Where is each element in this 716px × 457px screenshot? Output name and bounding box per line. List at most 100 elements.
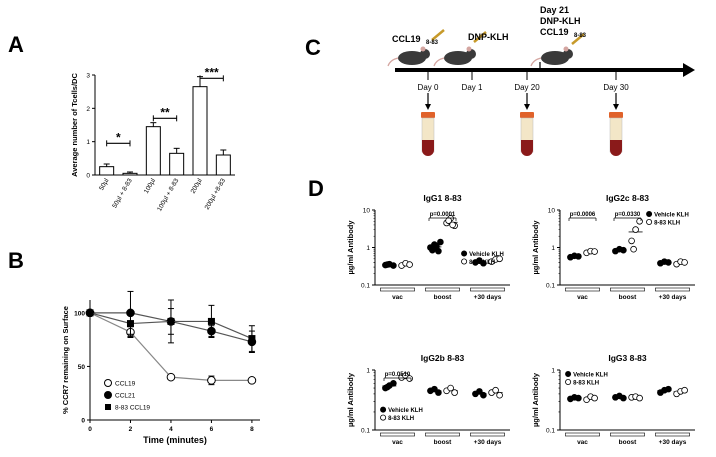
point — [247, 376, 257, 385]
group-bracket — [425, 432, 460, 437]
group-bracket — [610, 287, 645, 292]
data-point — [492, 386, 499, 394]
label-day21-sub: 8-83 — [574, 33, 587, 39]
y-tick-label: 1 — [366, 245, 370, 252]
y-tick-label: 10 — [548, 208, 556, 215]
x-tick-label: 100µl — [143, 177, 157, 195]
legend-label: 8-83 KLH — [388, 416, 414, 422]
data-point — [390, 380, 397, 387]
y-tick-label: 100 — [74, 310, 85, 317]
mouse-head — [563, 49, 573, 59]
y-tick-label: 1 — [366, 368, 370, 375]
x-tick-label: 200µl — [190, 177, 204, 195]
syringe — [473, 31, 487, 43]
legend-label: 8-83 KLH — [654, 220, 680, 226]
legend-marker — [380, 414, 387, 421]
panel-label-c: C — [305, 35, 321, 60]
mouse-head — [420, 49, 430, 59]
tube-blood — [610, 140, 622, 156]
legend-marker — [380, 406, 387, 413]
x-tick-label: boost — [619, 294, 638, 301]
chart-d-igg1: IgG1 8-83 0.1 1 10 µg/ml Antibody vac boost +30… — [346, 193, 510, 301]
mouse-tail — [433, 57, 445, 67]
data-point — [681, 259, 688, 266]
x-tick-label: 50µl — [98, 177, 111, 192]
data-point — [433, 243, 440, 251]
legend-marker — [105, 404, 111, 410]
data-point — [480, 391, 487, 399]
mouse-body — [398, 51, 426, 65]
data-point — [630, 245, 637, 253]
data-point — [447, 384, 454, 392]
x-tick-label: vac — [577, 439, 588, 446]
sig-stars: *** — [205, 65, 219, 79]
y-tick-label: 1 — [86, 139, 90, 146]
x-tick-label: 200µl +8-83 — [204, 177, 228, 211]
tube-cap — [609, 112, 623, 118]
legend-marker — [104, 391, 112, 399]
x-tick-label: vac — [392, 439, 403, 446]
data-point — [665, 385, 672, 393]
x-tick-label: 8 — [250, 426, 254, 433]
group-bracket — [655, 287, 690, 292]
point — [167, 317, 175, 325]
legend-marker — [646, 218, 653, 225]
y-tick-label: 1 — [551, 368, 555, 375]
legend-label: Vehicle KLH — [469, 252, 504, 258]
mouse-ear — [466, 46, 472, 52]
day-label: Day 0 — [418, 83, 439, 92]
point — [248, 335, 256, 343]
pvalue-label: p=0.0001 — [430, 212, 456, 218]
label-day21: Day 21 — [540, 5, 569, 15]
data-point — [636, 394, 643, 402]
y-tick-label: 0.1 — [546, 428, 555, 435]
point — [126, 320, 134, 328]
syringe — [571, 33, 585, 45]
group-bracket — [565, 432, 600, 437]
group-bracket — [655, 432, 690, 437]
data-point — [636, 217, 643, 225]
chart-b: 0 50 100 0 2 4 6 8 Time (minutes) % CCR7 remainin… — [61, 290, 260, 445]
x-tick-label: +30 days — [474, 294, 502, 301]
data-point — [665, 259, 672, 266]
panel-label-a: A — [8, 32, 24, 57]
y-tick-label: 0.1 — [361, 283, 370, 290]
x-tick-label: boost — [434, 439, 453, 446]
x-tick-label: 0 — [88, 426, 92, 433]
panel-label-d: D — [308, 176, 324, 201]
y-tick-label: 50 — [78, 364, 86, 371]
y-axis-label: % CCR7 remaining on Surface — [61, 306, 70, 414]
data-point — [620, 246, 627, 254]
bar — [122, 172, 138, 176]
data-point — [437, 238, 444, 246]
y-tick-label: 1 — [551, 245, 555, 252]
x-tick-label: 6 — [210, 426, 214, 433]
day-label: Day 30 — [603, 83, 629, 92]
data-point — [591, 394, 598, 402]
x-axis-label: Time (minutes) — [143, 435, 207, 445]
mouse-tail — [387, 57, 399, 67]
data-point — [476, 388, 483, 395]
x-tick-label: boost — [434, 294, 453, 301]
legend-label: Vehicle KLH — [388, 408, 423, 414]
data-point — [449, 221, 456, 229]
legend-label: CCL19 — [115, 381, 136, 388]
day-arrowhead — [613, 104, 619, 110]
legend-label: 8-83 KLH — [573, 380, 599, 386]
tube-blood — [521, 140, 533, 156]
day-arrowhead — [425, 104, 431, 110]
sig-stars: * — [116, 130, 121, 144]
y-axis-label: µg/ml Antibody — [346, 372, 355, 427]
legend-marker — [104, 379, 112, 387]
bar — [99, 166, 115, 176]
x-tick-label: +30 days — [474, 439, 502, 446]
y-axis-label: µg/ml Antibody — [531, 220, 540, 275]
syringe — [431, 29, 445, 41]
data-point — [681, 386, 688, 394]
data-point — [496, 391, 503, 399]
point — [207, 317, 215, 325]
legend-marker — [646, 210, 653, 217]
timeline-arrowhead — [683, 63, 695, 77]
